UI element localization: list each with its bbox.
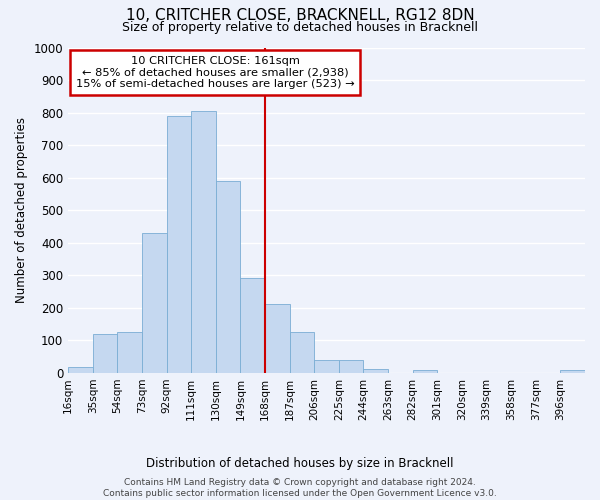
Text: Size of property relative to detached houses in Bracknell: Size of property relative to detached ho… bbox=[122, 21, 478, 34]
Bar bbox=[92, 334, 117, 373]
Text: Distribution of detached houses by size in Bracknell: Distribution of detached houses by size … bbox=[146, 458, 454, 470]
Bar bbox=[413, 370, 437, 373]
Bar bbox=[241, 278, 265, 373]
Bar bbox=[68, 367, 92, 373]
Text: 10 CRITCHER CLOSE: 161sqm
← 85% of detached houses are smaller (2,938)
15% of se: 10 CRITCHER CLOSE: 161sqm ← 85% of detac… bbox=[76, 56, 355, 89]
Text: Contains HM Land Registry data © Crown copyright and database right 2024.
Contai: Contains HM Land Registry data © Crown c… bbox=[103, 478, 497, 498]
Bar bbox=[117, 332, 142, 373]
Bar bbox=[191, 111, 216, 373]
Y-axis label: Number of detached properties: Number of detached properties bbox=[15, 118, 28, 304]
Bar bbox=[265, 304, 290, 373]
Bar bbox=[339, 360, 364, 373]
Text: 10, CRITCHER CLOSE, BRACKNELL, RG12 8DN: 10, CRITCHER CLOSE, BRACKNELL, RG12 8DN bbox=[125, 8, 475, 22]
Bar bbox=[216, 181, 241, 373]
Bar bbox=[314, 360, 339, 373]
Bar bbox=[167, 116, 191, 373]
Bar bbox=[364, 369, 388, 373]
Bar bbox=[560, 370, 585, 373]
Bar bbox=[290, 332, 314, 373]
Bar bbox=[142, 233, 167, 373]
